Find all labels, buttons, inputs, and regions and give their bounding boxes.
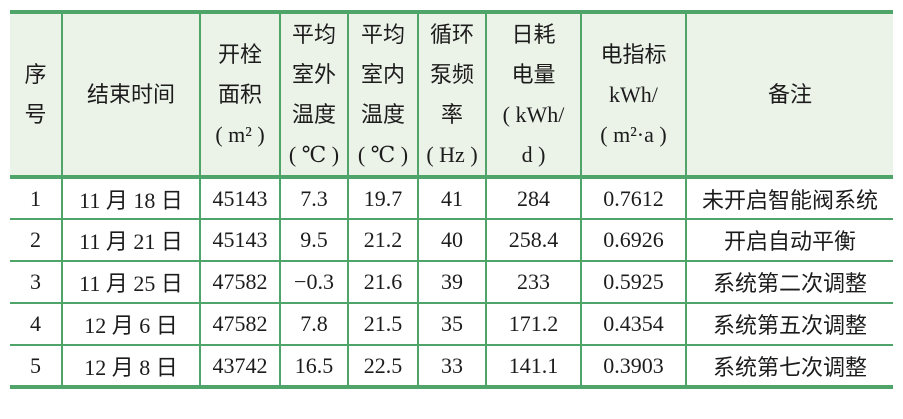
cell-pump-frequency: 41: [418, 177, 487, 220]
cell-avg-outdoor-temp: 9.5: [280, 219, 349, 262]
header-line: 电指标: [600, 41, 667, 67]
header-line: 平均: [360, 21, 405, 47]
header-line: 泵频: [429, 61, 474, 87]
cell-serial: 5: [10, 345, 63, 389]
cell-end-time: 12 月 6 日: [62, 303, 201, 346]
cell-avg-indoor-temp: 21.2: [348, 219, 419, 262]
cell-remarks: 未开启智能阀系统: [686, 177, 893, 220]
cell-daily-consumption: 233: [486, 261, 582, 304]
cell-end-time: 11 月 25 日: [62, 261, 201, 304]
cell-open-area: 47582: [200, 303, 281, 346]
header-line: 面积: [217, 81, 262, 107]
header-line: ( m² ): [215, 121, 265, 147]
cell-end-time: 11 月 21 日: [62, 219, 201, 262]
column-header-electric-index: 电指标 kWh/ ( m²·a ): [581, 12, 687, 179]
cell-open-area: 45143: [200, 177, 281, 220]
cell-pump-frequency: 33: [418, 345, 487, 389]
cell-electric-index: 0.6926: [581, 219, 687, 262]
column-header-pump-frequency: 循环 泵频 率 ( Hz ): [418, 12, 487, 179]
cell-open-area: 45143: [200, 219, 281, 262]
cell-avg-outdoor-temp: 7.3: [280, 177, 349, 220]
header-line: 循环: [429, 21, 474, 47]
header-line: 序: [24, 61, 47, 87]
cell-open-area: 47582: [200, 261, 281, 304]
cell-daily-consumption: 258.4: [486, 219, 582, 262]
header-line: kWh/: [609, 81, 658, 107]
header-line: 温度: [291, 101, 336, 127]
cell-end-time: 12 月 8 日: [62, 345, 201, 389]
cell-serial: 4: [10, 303, 63, 346]
cell-remarks: 系统第二次调整: [686, 261, 893, 304]
cell-daily-consumption: 141.1: [486, 345, 582, 389]
table-row: 2 11 月 21 日 45143 9.5 21.2 40 258.4 0.69…: [10, 219, 893, 262]
cell-serial: 2: [10, 219, 63, 262]
cell-daily-consumption: 284: [486, 177, 582, 220]
header-line: 号: [24, 101, 47, 127]
cell-open-area: 43742: [200, 345, 281, 389]
cell-electric-index: 0.3903: [581, 345, 687, 389]
column-header-remarks: 备注: [686, 12, 893, 179]
cell-remarks: 系统第七次调整: [686, 345, 893, 389]
header-line: 结束时间: [86, 81, 175, 107]
header-line: 室外: [291, 61, 336, 87]
table-row: 4 12 月 6 日 47582 7.8 21.5 35 171.2 0.435…: [10, 303, 893, 346]
header-line: ( Hz ): [426, 141, 478, 167]
header-line: 备注: [767, 81, 812, 107]
header-line: 开栓: [217, 41, 262, 67]
cell-remarks: 开启自动平衡: [686, 219, 893, 262]
cell-avg-indoor-temp: 19.7: [348, 177, 419, 220]
header-row: 序 号 结束时间 开栓 面积 ( m² ) 平均 室外 温度 ( ℃ ): [10, 12, 893, 179]
cell-pump-frequency: 39: [418, 261, 487, 304]
cell-avg-indoor-temp: 21.5: [348, 303, 419, 346]
header-line: ( m²·a ): [600, 121, 667, 147]
header-line: 室内: [360, 61, 405, 87]
cell-pump-frequency: 35: [418, 303, 487, 346]
header-line: 平均: [291, 21, 336, 47]
header-line: d ): [521, 141, 546, 167]
cell-avg-outdoor-temp: 16.5: [280, 345, 349, 389]
cell-avg-indoor-temp: 22.5: [348, 345, 419, 389]
cell-electric-index: 0.4354: [581, 303, 687, 346]
cell-remarks: 系统第五次调整: [686, 303, 893, 346]
table-row: 5 12 月 8 日 43742 16.5 22.5 33 141.1 0.39…: [10, 345, 893, 389]
table-body: 1 11 月 18 日 45143 7.3 19.7 41 284 0.7612…: [10, 177, 893, 389]
header-line: ( kWh/: [502, 101, 565, 127]
cell-end-time: 11 月 18 日: [62, 177, 201, 220]
header-line: 电量: [511, 61, 556, 87]
data-table: 序 号 结束时间 开栓 面积 ( m² ) 平均 室外 温度 ( ℃ ): [10, 10, 893, 389]
header-line: ( ℃ ): [357, 141, 409, 167]
column-header-serial: 序 号: [10, 12, 63, 179]
header-line: 温度: [360, 101, 405, 127]
column-header-avg-indoor-temp: 平均 室内 温度 ( ℃ ): [348, 12, 419, 179]
table-header: 序 号 结束时间 开栓 面积 ( m² ) 平均 室外 温度 ( ℃ ): [10, 12, 893, 179]
column-header-daily-consumption: 日耗 电量 ( kWh/ d ): [486, 12, 582, 179]
table-container: 序 号 结束时间 开栓 面积 ( m² ) 平均 室外 温度 ( ℃ ): [10, 10, 893, 389]
cell-avg-outdoor-temp: 7.8: [280, 303, 349, 346]
column-header-open-area: 开栓 面积 ( m² ): [200, 12, 281, 179]
header-line: 率: [440, 101, 463, 127]
cell-pump-frequency: 40: [418, 219, 487, 262]
cell-electric-index: 0.7612: [581, 177, 687, 220]
header-line: 日耗: [511, 21, 556, 47]
cell-avg-indoor-temp: 21.6: [348, 261, 419, 304]
cell-daily-consumption: 171.2: [486, 303, 582, 346]
table-row: 3 11 月 25 日 47582 −0.3 21.6 39 233 0.592…: [10, 261, 893, 304]
cell-electric-index: 0.5925: [581, 261, 687, 304]
cell-serial: 3: [10, 261, 63, 304]
header-line: ( ℃ ): [288, 141, 340, 167]
column-header-end-time: 结束时间: [62, 12, 201, 179]
cell-avg-outdoor-temp: −0.3: [280, 261, 349, 304]
column-header-avg-outdoor-temp: 平均 室外 温度 ( ℃ ): [280, 12, 349, 179]
cell-serial: 1: [10, 177, 63, 220]
table-row: 1 11 月 18 日 45143 7.3 19.7 41 284 0.7612…: [10, 177, 893, 220]
